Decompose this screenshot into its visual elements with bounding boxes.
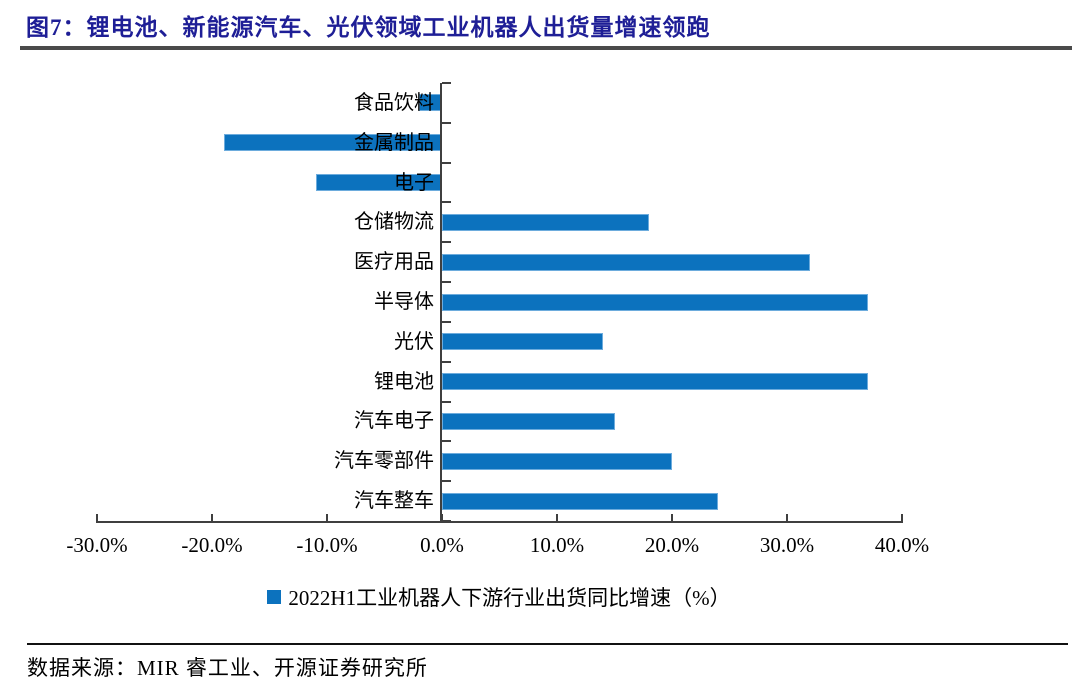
y-axis-tick-8 [442, 400, 451, 403]
bar-9 [442, 452, 672, 470]
y-axis-tick-7 [442, 360, 451, 363]
bar-10 [442, 492, 718, 510]
legend-swatch-icon [267, 590, 282, 604]
x-tick-label-7: 40.0% [874, 533, 930, 557]
legend-label: 2022H1工业机器人下游行业出货同比增速（%） [288, 586, 731, 610]
x-axis-tick-4 [556, 514, 558, 521]
x-axis-tick-2 [326, 514, 328, 521]
y-axis-line [440, 83, 442, 523]
y-axis-tick-5 [442, 281, 451, 284]
x-axis-tick-7 [901, 514, 903, 521]
y-axis-tick-3 [442, 201, 451, 204]
x-axis-tick-0 [96, 514, 98, 521]
figure-title: 图7：锂电池、新能源汽车、光伏领域工业机器人出货量增速领跑 [26, 15, 711, 40]
x-axis-tick-1 [211, 514, 213, 521]
bar-3 [442, 213, 649, 231]
x-tick-label-0: -30.0% [66, 533, 128, 557]
y-axis-tick-4 [442, 241, 451, 244]
category-label-7: 锂电池 [374, 370, 434, 393]
category-label-2: 电子 [394, 171, 434, 194]
y-axis-tick-10 [442, 480, 451, 483]
bar-8 [442, 412, 615, 430]
category-label-4: 医疗用品 [354, 251, 434, 274]
data-source-label: 数据来源：MIR 睿工业、开源证券研究所 [27, 656, 428, 680]
x-tick-label-1: -20.0% [181, 533, 243, 557]
x-tick-label-6: 30.0% [759, 533, 815, 557]
x-tick-label-4: 10.0% [529, 533, 585, 557]
x-tick-label-2: -10.0% [296, 533, 358, 557]
y-axis-tick-9 [442, 440, 451, 443]
x-axis-tick-6 [786, 514, 788, 521]
category-label-5: 半导体 [374, 291, 434, 313]
category-label-3: 仓储物流 [354, 211, 434, 234]
x-tick-label-3: 0.0% [420, 533, 464, 557]
chart-legend: 2022H1工业机器人下游行业出货同比增速（%） [0, 584, 998, 610]
title-underline [20, 46, 1072, 50]
y-axis-tick-6 [442, 320, 451, 323]
y-axis-tick-0 [442, 82, 451, 84]
x-axis-tick-3 [441, 514, 443, 521]
bar-4 [442, 253, 810, 271]
x-tick-label-5: 20.0% [644, 533, 700, 557]
category-label-9: 汽车零部件 [334, 450, 434, 473]
bar-7 [442, 373, 868, 391]
category-label-8: 汽车电子 [354, 410, 434, 433]
footer-divider [27, 643, 1068, 645]
category-label-6: 光伏 [394, 330, 434, 353]
category-label-1: 金属制品 [354, 131, 434, 154]
bar-chart: 食品饮料金属制品电子仓储物流医疗用品半导体光伏锂电池汽车电子汽车零部件汽车整车 -… [66, 82, 930, 557]
x-axis-line [96, 521, 903, 523]
y-axis-tick-2 [442, 161, 451, 164]
category-label-0: 食品饮料 [354, 91, 434, 114]
bar-5 [442, 293, 868, 311]
x-axis-tick-5 [671, 514, 673, 521]
y-axis-tick-1 [442, 121, 451, 124]
category-label-10: 汽车整车 [354, 490, 434, 513]
bar-6 [442, 333, 603, 351]
